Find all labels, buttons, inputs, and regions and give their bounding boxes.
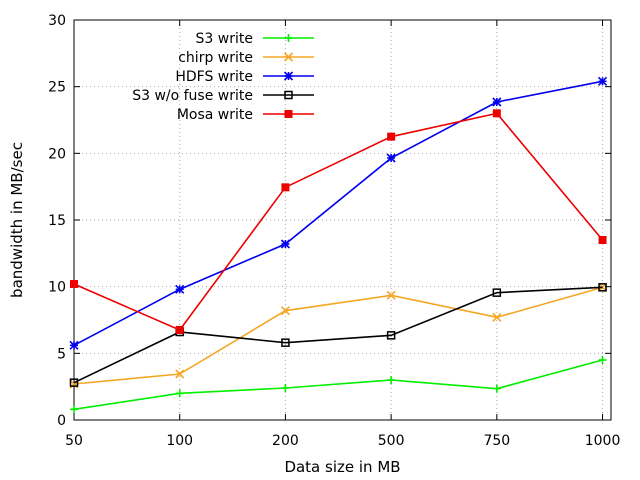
x-axis: 50 100 200 500 750 1000: [65, 20, 620, 449]
series-line: [73, 80, 603, 347]
legend-label: HDFS write: [175, 69, 253, 85]
legend-item: HDFS write: [175, 69, 314, 85]
legend-label: chirp write: [178, 50, 253, 66]
x-axis-title: Data size in MB: [284, 458, 400, 476]
data-point: [386, 331, 396, 340]
data-point: [597, 76, 608, 86]
series-line: [73, 286, 603, 385]
series-s3-w-o-fuse-write: [69, 283, 607, 387]
y-tick-label: 15: [48, 213, 66, 229]
series-line: [73, 112, 604, 331]
data-point: [175, 369, 185, 379]
data-point: [70, 405, 78, 414]
data-point: [280, 306, 290, 316]
data-point: [69, 340, 79, 350]
x-tick-label: 1000: [585, 433, 621, 449]
legend-item: chirp write: [178, 50, 314, 66]
data-point: [70, 280, 78, 288]
series-chirp-write: [69, 282, 608, 389]
legend-marker: [283, 52, 294, 62]
y-tick-label: 25: [48, 80, 66, 96]
legend-label: Mosa write: [177, 107, 253, 123]
data-point: [281, 183, 290, 192]
data-point: [492, 384, 501, 393]
data-point: [492, 312, 502, 322]
x-tick-label: 200: [272, 433, 299, 449]
x-tick-label: 100: [166, 433, 193, 449]
data-point: [598, 236, 607, 244]
x-tick-label: 50: [65, 433, 83, 449]
legend-item: Mosa write: [177, 107, 314, 123]
legend-item: S3 write: [196, 31, 314, 47]
data-point: [281, 338, 290, 347]
series-mosa-write: [70, 109, 607, 334]
series-hdfs-write: [69, 76, 608, 350]
y-tick-label: 30: [48, 13, 66, 29]
data-point: [387, 376, 396, 384]
legend-item: S3 w/o fuse write: [132, 88, 314, 104]
data-point: [386, 153, 396, 163]
legend-marker: [284, 34, 293, 42]
legend: S3 write chirp write HDFS write S3 w/o fuse…: [132, 31, 314, 123]
data-point: [175, 326, 184, 334]
y-axis: 0 5 10 15 20 25 30: [48, 13, 611, 429]
legend-marker: [283, 71, 294, 81]
data-point: [386, 290, 396, 300]
data-point: [280, 239, 290, 249]
data-point: [387, 132, 396, 141]
legend-marker: [284, 110, 293, 118]
series-line: [73, 286, 603, 384]
data-point: [69, 378, 79, 387]
y-tick-label: 10: [48, 280, 66, 296]
data-point: [175, 284, 185, 294]
data-point: [598, 356, 607, 364]
legend-label: S3 w/o fuse write: [132, 88, 253, 104]
y-axis-title: bandwidth in MB/sec: [8, 142, 26, 298]
data-point: [281, 384, 290, 392]
series-s3-write: [70, 356, 607, 414]
series-line: [73, 359, 603, 411]
grid-lines: [74, 20, 611, 420]
series-layer: [69, 76, 608, 414]
data-point: [175, 389, 184, 398]
legend-marker: [284, 90, 293, 100]
data-point: [598, 283, 607, 292]
y-tick-label: 0: [57, 413, 66, 429]
x-tick-label: 750: [483, 433, 510, 449]
data-point: [492, 97, 502, 107]
y-tick-label: 20: [48, 146, 66, 162]
x-tick-label: 500: [378, 433, 405, 449]
legend-label: S3 write: [196, 31, 253, 47]
data-point: [492, 288, 502, 297]
y-tick-label: 5: [57, 346, 66, 362]
data-point: [492, 109, 501, 118]
